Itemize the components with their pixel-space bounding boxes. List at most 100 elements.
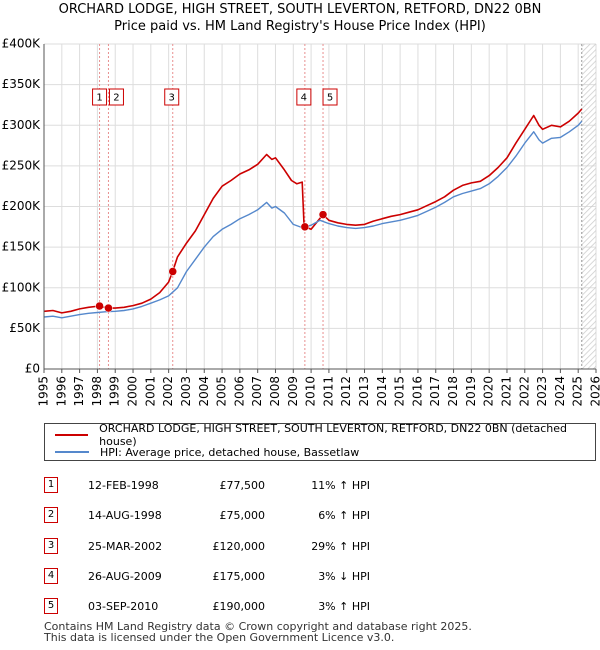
- sale-price: £175,000: [212, 570, 266, 583]
- sale-label-box: [322, 88, 338, 106]
- sale-number-badge: 2: [44, 507, 58, 523]
- x-tick-label: 2008: [268, 376, 282, 407]
- y-tick-label: £400K: [2, 37, 42, 51]
- axes: 1995 1996 1997 1998 1999 2000 2001 2002 2003 2004…: [2, 37, 600, 407]
- sale-label-box: [108, 88, 124, 106]
- x-tick-label: 1996: [54, 376, 68, 407]
- future-shade: [581, 44, 596, 369]
- sale-point: [300, 222, 310, 232]
- sale-label: 4: [296, 88, 312, 106]
- x-tick-label: 2007: [250, 376, 264, 407]
- table-row: 1 12-FEB-1998 £77,500 11% ↑ HPI: [0, 475, 600, 495]
- x-tick-label: 2000: [126, 376, 140, 407]
- sale-price: £190,000: [212, 600, 266, 613]
- future-hatch: [581, 44, 596, 369]
- table-row: 4 26-AUG-2009 £175,000 3% ↓ HPI: [0, 566, 600, 586]
- sale-label-text: 2: [113, 93, 119, 104]
- x-tick-label: 2014: [375, 376, 389, 407]
- sale-label-text: 5: [327, 93, 333, 104]
- footer-license: This data is licensed under the Open Gov…: [44, 631, 395, 644]
- y-tick-label: £300K: [2, 118, 42, 132]
- sale-hpi-diff: 11% ↑ HPI: [311, 479, 370, 492]
- legend-swatch-hpi: [55, 451, 89, 453]
- legend-swatch-property: [55, 434, 89, 436]
- x-tick-label: 2025: [571, 376, 585, 407]
- table-row: 3 25-MAR-2002 £120,000 29% ↑ HPI: [0, 536, 600, 556]
- sale-point: [104, 303, 113, 313]
- sale-points: [95, 210, 328, 313]
- y-tick-label: £50K: [9, 321, 41, 335]
- sale-label-box: [92, 88, 108, 106]
- x-tick-label: 2018: [446, 376, 460, 407]
- x-tick-label: 2004: [197, 376, 211, 407]
- x-tick-label: 2024: [553, 376, 567, 407]
- chart-title: ORCHARD LODGE, HIGH STREET, SOUTH LEVERT…: [58, 2, 542, 17]
- y-tick-label: £250K: [2, 158, 42, 172]
- x-tick-label: 2017: [428, 376, 442, 407]
- sale-hpi-diff: 3% ↑ HPI: [318, 600, 370, 613]
- y-tick-label: £150K: [2, 240, 42, 254]
- x-tick-label: 2003: [179, 376, 193, 407]
- sale-date: 25-MAR-2002: [88, 540, 163, 553]
- y-tick-label: £200K: [2, 199, 42, 213]
- sale-date: 12-FEB-1998: [88, 479, 159, 492]
- sale-number-badge: 4: [44, 568, 58, 584]
- legend-label-hpi: HPI: Average price, detached house, Bass…: [100, 445, 360, 459]
- x-tick-label: 1998: [90, 376, 104, 407]
- sale-label-text: 3: [169, 93, 175, 104]
- sale-hpi-diff: 3% ↓ HPI: [318, 570, 370, 583]
- sale-point: [318, 210, 328, 219]
- x-tick-label: 2021: [499, 376, 513, 407]
- sale-number-badge: 1: [44, 477, 58, 493]
- legend: ORCHARD LODGE, HIGH STREET, SOUTH LEVERT…: [44, 422, 596, 461]
- sale-date: 03-SEP-2010: [88, 600, 159, 613]
- sale-label-text: 4: [301, 93, 307, 104]
- sale-label: 3: [164, 88, 180, 106]
- sale-label-box: [296, 88, 312, 106]
- x-tick-label: 2002: [161, 376, 175, 407]
- x-tick-label: 2011: [321, 376, 335, 407]
- sale-number-badge: 5: [44, 598, 58, 614]
- sale-price: £77,500: [219, 479, 266, 492]
- x-tick-label: 2010: [304, 376, 318, 407]
- y-tick-label: £0: [25, 362, 40, 376]
- legend-label-property: ORCHARD LODGE, HIGH STREET, SOUTH LEVERT…: [99, 422, 567, 448]
- x-tick-label: 2019: [464, 376, 478, 407]
- hpi-line: [43, 120, 583, 319]
- x-tick-label: 2022: [517, 376, 531, 407]
- sale-price: £120,000: [212, 540, 266, 553]
- x-tick-label: 2012: [339, 376, 353, 407]
- x-tick-label: 2006: [232, 376, 246, 407]
- x-tick-label: 2023: [535, 376, 549, 407]
- legend-item-property: ORCHARD LODGE, HIGH STREET, SOUTH LEVERT…: [55, 422, 595, 448]
- chart-subtitle: Price paid vs. HM Land Registry's House …: [114, 19, 486, 34]
- sale-label: 1: [92, 88, 108, 106]
- x-tick-label: 2013: [357, 376, 371, 407]
- x-tick-label: 2016: [410, 376, 424, 407]
- sale-point: [168, 267, 177, 276]
- y-tick-label: £100K: [2, 280, 42, 294]
- x-tick-label: 2005: [215, 376, 229, 407]
- sale-label: 5: [322, 88, 338, 106]
- sale-label-text: 1: [96, 93, 102, 104]
- x-tick-label: 2026: [589, 376, 600, 407]
- x-tick-label: 2009: [286, 376, 300, 407]
- x-tick-label: 1995: [37, 376, 51, 407]
- sale-hpi-diff: 6% ↑ HPI: [318, 509, 370, 522]
- sale-date: 26-AUG-2009: [88, 570, 162, 583]
- legend-item-hpi: HPI: Average price, detached house, Bass…: [55, 444, 359, 460]
- y-tick-label: £350K: [2, 77, 42, 91]
- x-tick-label: 2015: [393, 376, 407, 407]
- sale-price: £75,000: [219, 509, 266, 522]
- sale-label-box: [164, 88, 180, 106]
- sale-hpi-diff: 29% ↑ HPI: [311, 540, 370, 553]
- sale-point: [95, 301, 104, 311]
- sale-date: 14-AUG-1998: [88, 509, 162, 522]
- footer-copyright: Contains HM Land Registry data © Crown c…: [44, 620, 472, 633]
- table-row: 5 03-SEP-2010 £190,000 3% ↑ HPI: [0, 596, 600, 616]
- x-tick-label: 1997: [72, 376, 86, 407]
- x-tick-label: 1999: [108, 376, 122, 407]
- x-tick-label: 2020: [482, 376, 496, 407]
